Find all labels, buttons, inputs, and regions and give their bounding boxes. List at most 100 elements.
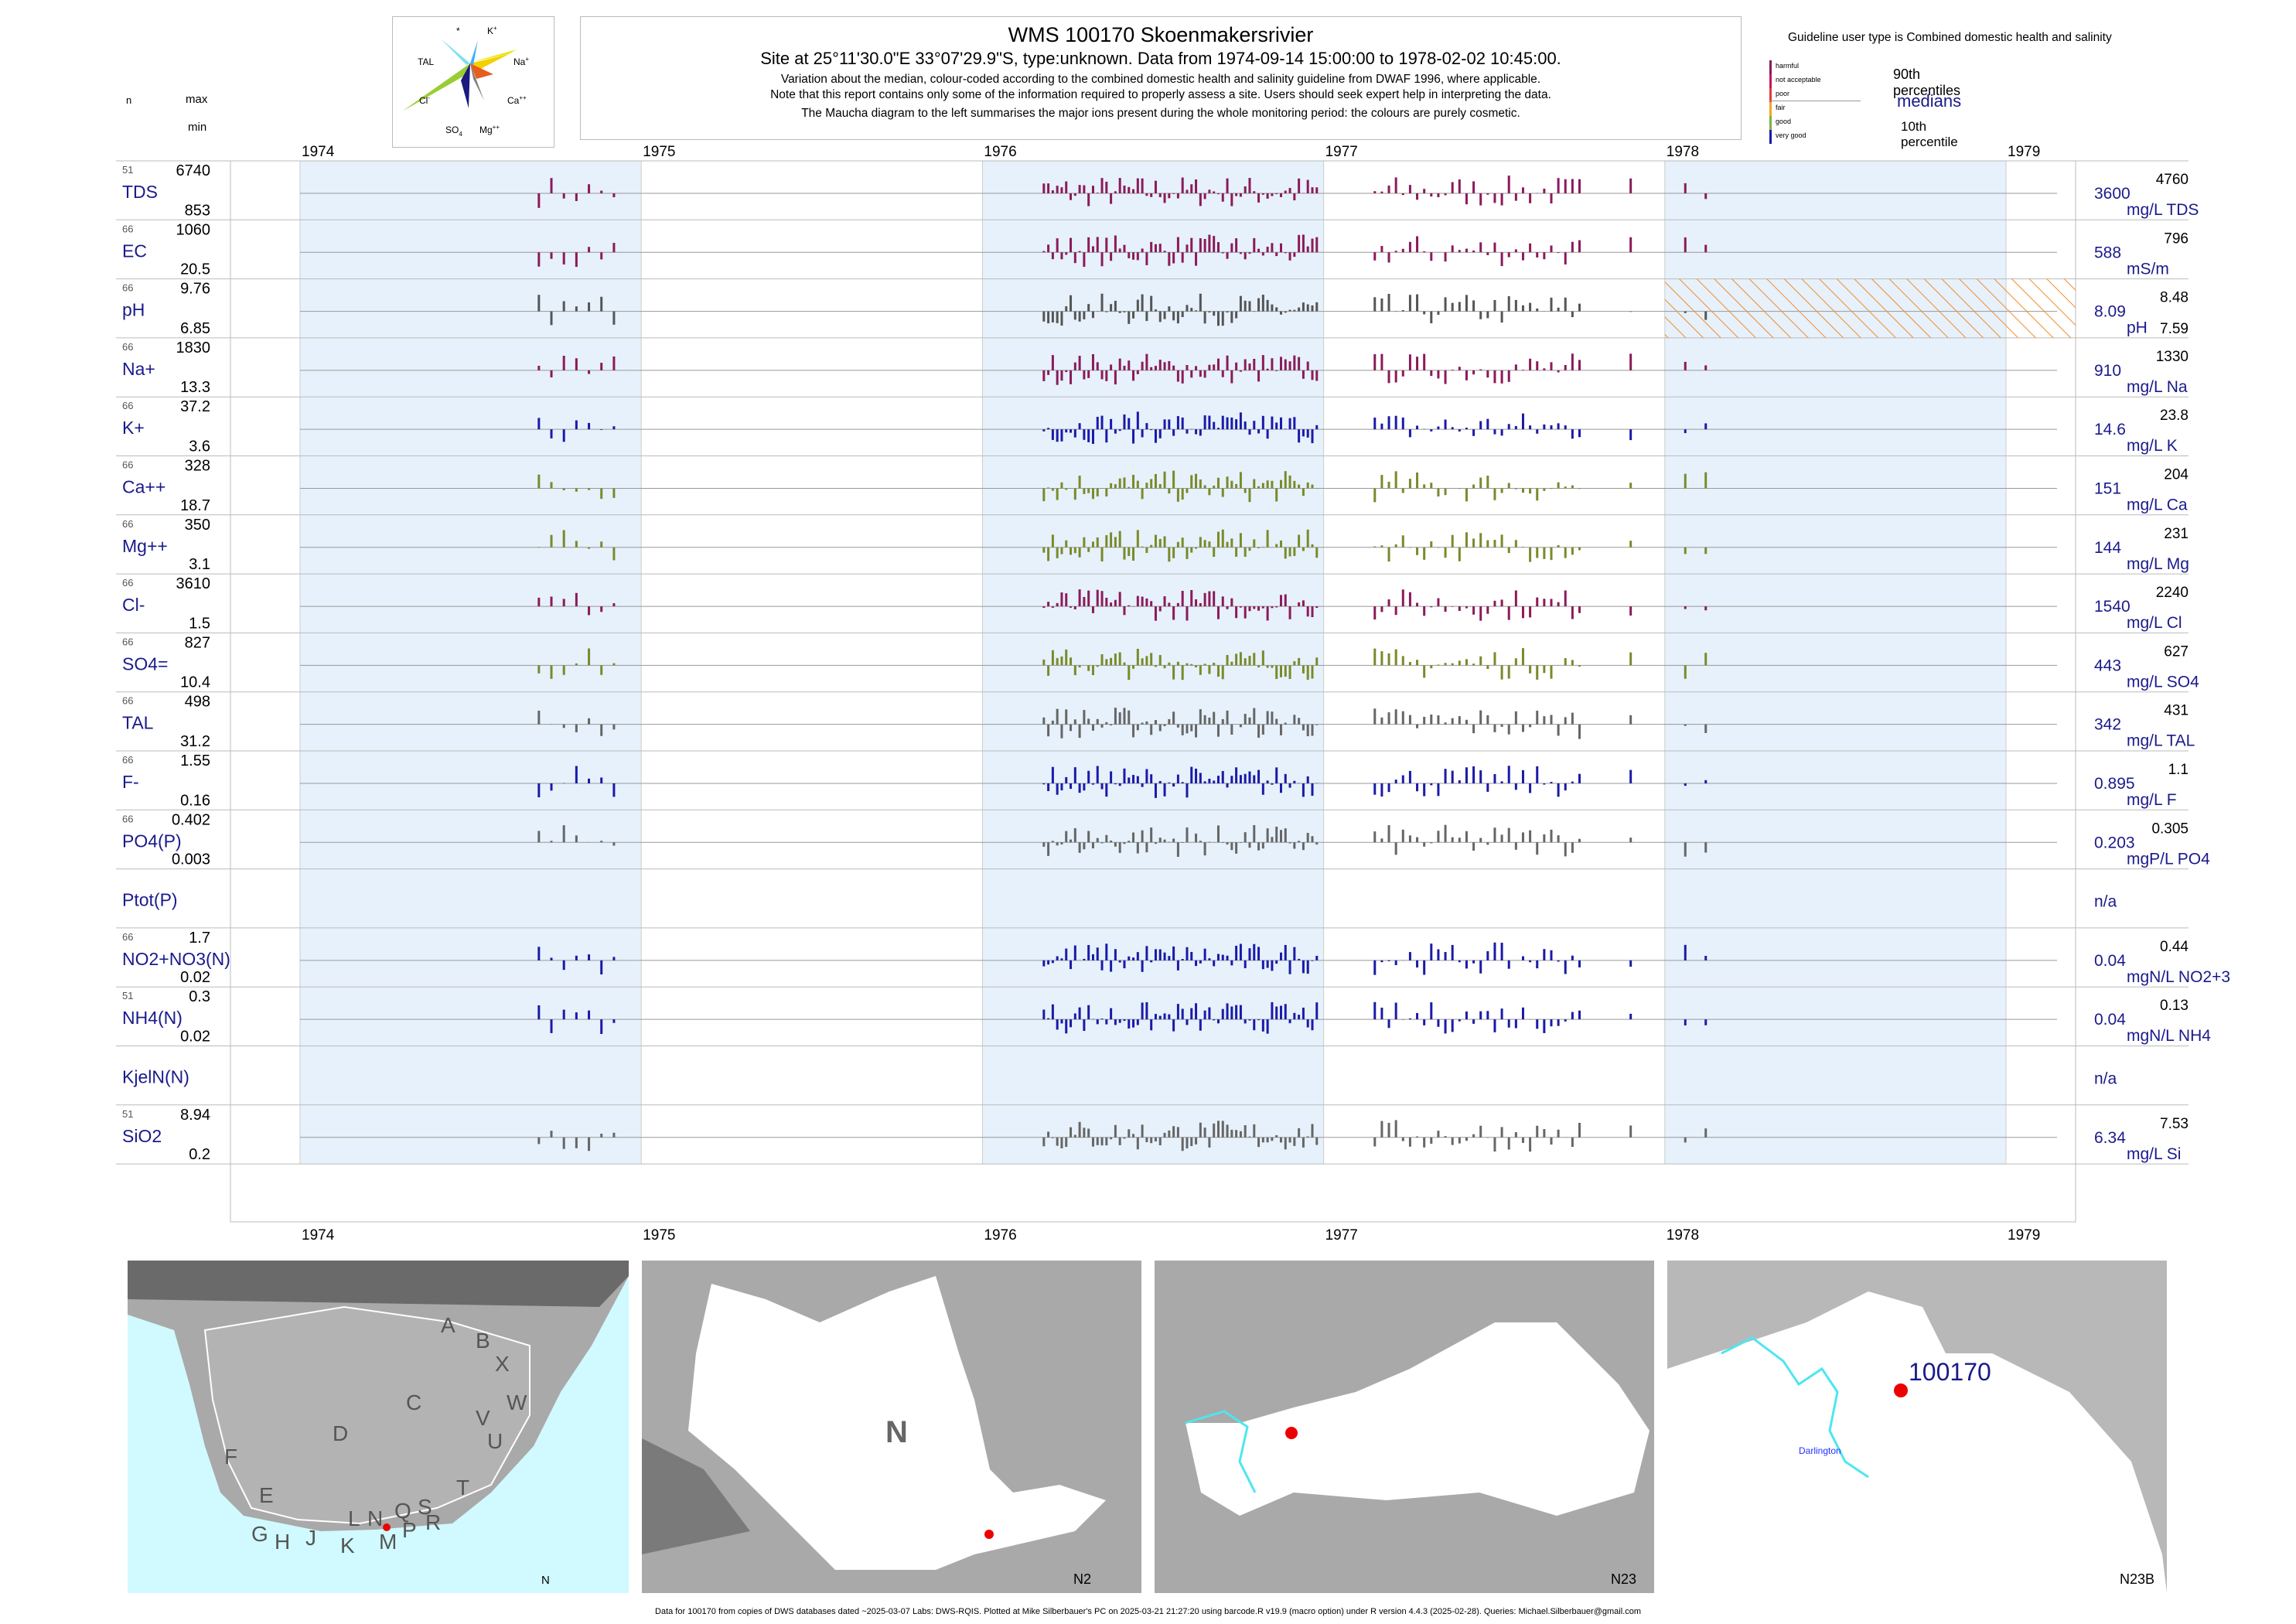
row-n: 66 (122, 813, 133, 824)
row-n: 66 (122, 754, 133, 766)
row-p90: 7.53 (2160, 1116, 2189, 1132)
row-min: 6.85 (180, 320, 210, 337)
row-median: 151 (2094, 480, 2121, 498)
svg-text:N: N (541, 1574, 550, 1587)
row-unit: mgN/L NO2+3 (2127, 968, 2230, 986)
n-column-header: n (126, 94, 132, 106)
row-n: 66 (122, 400, 133, 411)
row-name: Cl- (122, 595, 145, 615)
year-label-top: 1978 (1667, 144, 1699, 160)
row-min: 1.5 (189, 615, 210, 632)
row-unit: mg/L F (2127, 791, 2177, 809)
maucha-label-so4: SO4 (445, 125, 462, 138)
row-median: 144 (2094, 539, 2121, 557)
svg-text:L: L (348, 1506, 360, 1530)
svg-text:J: J (305, 1526, 316, 1550)
svg-text:H: H (275, 1530, 290, 1554)
row-p90: 0.305 (2151, 821, 2189, 837)
row-unit: mg/L TDS (2127, 201, 2199, 219)
row-min: 31.2 (180, 733, 210, 750)
svg-text:X: X (495, 1352, 510, 1376)
row-n: 66 (122, 577, 133, 589)
row-median: 0.895 (2094, 775, 2135, 793)
row-unit: mg/L Mg (2127, 555, 2189, 573)
row-name: NH4(N) (122, 1008, 183, 1028)
row-max: 0.3 (189, 988, 210, 1005)
svg-text:N23: N23 (1611, 1571, 1636, 1587)
row-min: 853 (185, 202, 210, 219)
barcode-chart: 1974 1974 1975 1975 1976 1976 1977 1977 1978 1978… (116, 144, 2230, 1244)
row-median: 3600 (2094, 185, 2131, 203)
legend-swatch-not-acceptable (1769, 74, 1772, 88)
footer-credits: Data for 100170 from copies of DWS datab… (655, 1607, 1641, 1616)
row-median: 8.09 (2094, 303, 2126, 321)
max-column-header: max (186, 93, 208, 106)
year-label-top: 1977 (1325, 144, 1358, 160)
row-min: 20.5 (180, 261, 210, 278)
row-unit: mgP/L PO4 (2127, 850, 2210, 868)
row-unit: mg/L Cl (2127, 614, 2182, 632)
row-p90: 8.48 (2160, 290, 2189, 306)
row-n: 66 (122, 282, 133, 294)
row-n: 66 (122, 518, 133, 530)
row-median: n/a (2094, 893, 2117, 911)
map-region-label: N (885, 1415, 908, 1449)
row-p90: 1330 (2156, 349, 2189, 365)
svg-text:F: F (224, 1445, 237, 1469)
row-max: 827 (185, 634, 210, 651)
row-p90: 431 (2164, 703, 2189, 719)
year-label-top: 1979 (2008, 144, 2040, 160)
row-median: 588 (2094, 244, 2121, 261)
maucha-diagram: * K+ TAL Na+ Cl- Ca++ SO4 Mg++ (392, 16, 554, 148)
legend-level-label: not acceptable (1776, 76, 1821, 84)
row-max: 0.402 (172, 811, 210, 828)
row-n: 66 (122, 636, 133, 647)
year-label-top: 1976 (984, 144, 1016, 160)
svg-text:V: V (476, 1406, 490, 1430)
svg-text:R: R (425, 1510, 441, 1534)
row-min: 0.02 (180, 969, 210, 986)
row-max: 1830 (176, 339, 211, 357)
legend-level-label: harmful (1776, 62, 1800, 70)
row-p90: 23.8 (2160, 408, 2189, 424)
row-p90: 204 (2164, 467, 2189, 483)
svg-text:M: M (379, 1530, 397, 1554)
svg-text:B: B (476, 1329, 490, 1353)
map-label: A (441, 1313, 455, 1337)
row-p90: 796 (2164, 230, 2189, 247)
year-label-bottom: 1976 (984, 1227, 1016, 1244)
year-band-1974 (300, 161, 642, 1165)
report-note-1: Variation about the median, colour-coded… (780, 73, 1541, 86)
svg-text:N2: N2 (1073, 1571, 1091, 1587)
row-name: SO4= (122, 653, 168, 674)
row-name: Ca++ (122, 477, 165, 497)
row-n: 51 (122, 164, 133, 176)
row-p90: 0.13 (2160, 998, 2189, 1014)
row-min: 0.02 (180, 1029, 210, 1046)
row-n: 66 (122, 223, 133, 234)
p90-label: 90th percentiles (1893, 67, 1961, 98)
row-name: KjelN(N) (122, 1067, 189, 1087)
svg-text:P: P (402, 1518, 417, 1542)
row-max: 9.76 (180, 281, 210, 298)
row-unit: mg/L SO4 (2127, 673, 2199, 691)
row-max: 37.2 (180, 398, 210, 415)
row-name: TAL (122, 713, 154, 733)
row-max: 350 (185, 517, 210, 534)
maucha-label-tal: TAL (418, 56, 434, 67)
row-max: 498 (185, 694, 210, 711)
row-p90: 627 (2164, 643, 2189, 660)
row-median: 14.6 (2094, 421, 2126, 438)
row-p90: 2240 (2156, 585, 2189, 601)
legend-level-label: good (1776, 118, 1792, 125)
p10-label: 10th percentile (1901, 119, 1958, 149)
row-median: 342 (2094, 716, 2121, 734)
svg-text:U: U (487, 1429, 503, 1453)
year-label-bottom: 1977 (1325, 1227, 1358, 1244)
row-median: 1540 (2094, 598, 2131, 616)
row-min: 13.3 (180, 379, 210, 396)
row-n: 51 (122, 1108, 133, 1120)
svg-text:N: N (367, 1506, 383, 1530)
row-name: SiO2 (122, 1126, 162, 1146)
row-p10: 7.59 (2160, 321, 2189, 337)
